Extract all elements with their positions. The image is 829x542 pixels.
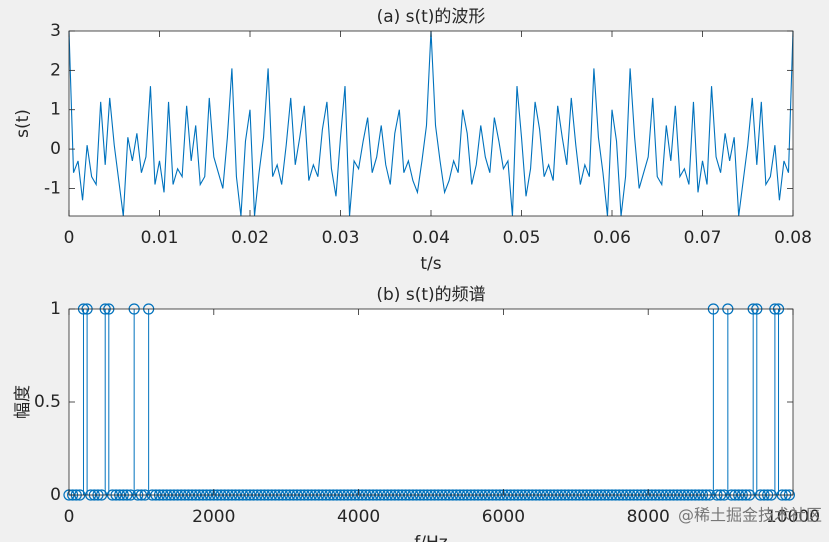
x-tick-label: 6000 [482, 507, 525, 527]
x-tick-label: 0 [64, 228, 75, 248]
axes-background [69, 31, 793, 216]
y-axis-label: 幅度 [13, 385, 33, 419]
x-tick-label: 2000 [192, 507, 235, 527]
x-tick-label: 0.07 [684, 228, 722, 248]
x-axis-label: f/Hz [414, 533, 447, 542]
x-tick-label: 0.01 [141, 228, 179, 248]
y-tick-label: 1 [50, 299, 61, 319]
x-tick-label: 0.04 [412, 228, 450, 248]
y-tick-label: 0 [50, 139, 61, 159]
axes-background [69, 309, 793, 495]
x-tick-label: 0.02 [231, 228, 269, 248]
x-tick-label: 0 [64, 507, 75, 527]
x-tick-label: 0.08 [774, 228, 812, 248]
chart-title: (b) s(t)的频谱 [376, 285, 485, 305]
y-tick-label: -1 [44, 178, 61, 198]
watermark: @稀土掘金技术社区 [678, 506, 822, 525]
x-tick-label: 0.06 [593, 228, 631, 248]
x-tick-label: 10000 [766, 507, 820, 527]
x-tick-label: 8000 [627, 507, 670, 527]
y-tick-label: 3 [50, 21, 61, 41]
y-axis-label: s(t) [13, 109, 33, 138]
y-tick-label: 0 [50, 485, 61, 505]
chart-title: (a) s(t)的波形 [377, 7, 486, 27]
y-tick-label: 1 [50, 100, 61, 120]
x-axis-label: t/s [420, 254, 441, 274]
y-tick-label: 0.5 [34, 392, 61, 412]
y-tick-label: 2 [50, 60, 61, 80]
x-tick-label: 0.05 [503, 228, 541, 248]
x-tick-label: 0.03 [322, 228, 360, 248]
x-tick-label: 4000 [337, 507, 380, 527]
